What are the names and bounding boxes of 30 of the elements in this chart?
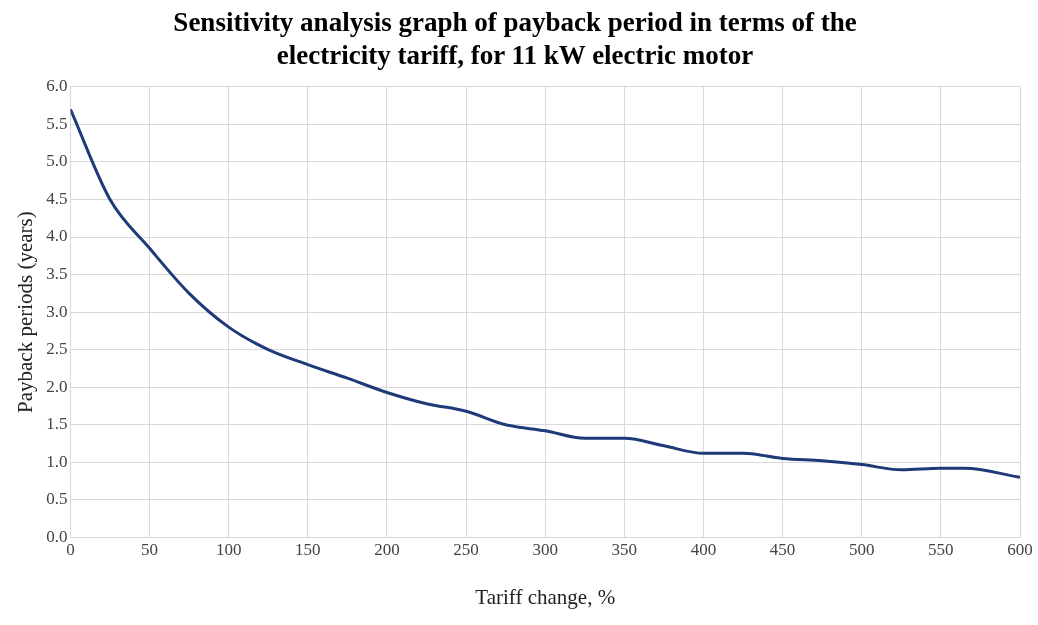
x-axis-title: Tariff change, % [475, 584, 616, 609]
x-tick-label: 400 [690, 540, 717, 560]
x-tick-label: 50 [141, 540, 159, 560]
x-tick-label: 150 [295, 540, 321, 560]
y-tick-label: 4.0 [46, 226, 68, 246]
y-tick-label: 6.0 [46, 76, 68, 96]
x-tick-label: 350 [611, 540, 638, 560]
chart-title: Sensitivity analysis graph of payback period in terms of the electricity tariff, for 11 kW electric motor [173, 7, 857, 70]
x-tick-label: 300 [532, 540, 558, 560]
y-tick-label: 3.5 [46, 264, 68, 284]
y-tick-label: 1.5 [46, 414, 68, 434]
line-series [70, 107, 1020, 479]
x-tick-label: 500 [848, 540, 875, 560]
y-tick-label: 5.0 [46, 151, 68, 171]
x-tick-label: 200 [374, 540, 400, 560]
y-tick-label: 2.5 [46, 339, 68, 359]
y-axis-title: Payback periods (years) [13, 211, 38, 413]
y-tick-label: 3.0 [46, 301, 68, 321]
x-tick-label: 0 [66, 540, 75, 560]
x-tick-label: 250 [453, 540, 479, 560]
y-tick-label: 1.0 [46, 451, 68, 471]
y-tick-label: 0.5 [46, 489, 68, 509]
y-tick-label: 2.0 [46, 376, 68, 396]
y-tick-label: 5.5 [46, 113, 68, 133]
x-tick-label: 450 [769, 540, 796, 560]
x-tick-label: 600 [1007, 540, 1033, 560]
y-tick-label: 4.5 [46, 188, 68, 208]
y-tick-label: 0.0 [46, 526, 68, 546]
x-tick-label: 100 [215, 540, 242, 560]
x-tick-label: 550 [928, 540, 954, 560]
